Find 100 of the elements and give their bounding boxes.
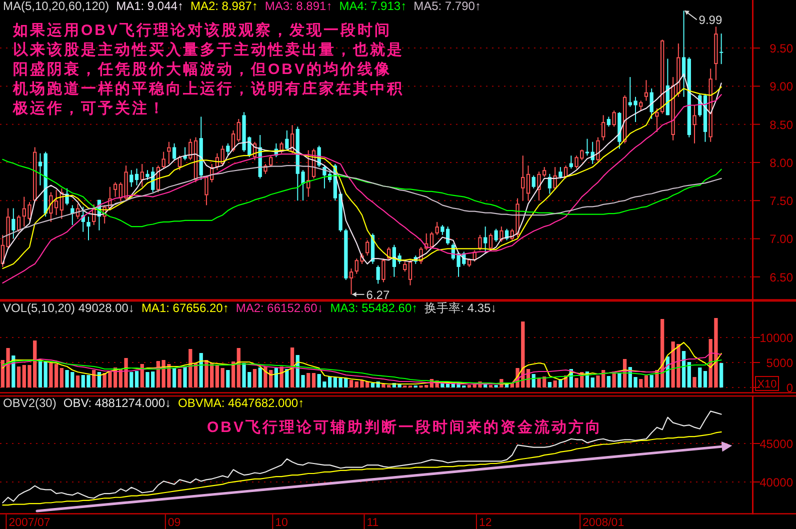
candlestick [226,142,230,156]
bar [618,373,622,388]
bar [698,368,702,388]
annotation: 以来该股是主动性买入量多于主动性卖出量，也就是 [13,40,404,58]
candlestick [596,136,600,162]
x-tick-label: 2008/01 [582,517,624,529]
line-series [2,158,722,228]
bar [134,371,139,388]
legend: OBV2(30) OBV: 4881274.000↓ OBVMA: 4647682.000↑ [3,396,304,410]
candlestick [349,268,354,295]
line-series [2,342,722,385]
y-tick-label: 9.50 [770,42,794,56]
y-tick-label: 8.50 [770,118,794,132]
bar [606,376,611,388]
bar [703,371,708,388]
bar [349,380,354,388]
annotation: 6.27 [366,288,390,302]
candlestick [526,165,530,202]
candlestick [236,118,240,142]
annotation: 阳盛阴衰，任凭股价大幅波动，但OBV的均价线像 [13,60,392,78]
bar [16,366,21,388]
bar [687,362,691,388]
bar [312,373,316,388]
bar [274,368,278,388]
bar [199,353,203,388]
y-tick-label: 6.50 [770,270,794,284]
bar [650,375,654,388]
bar [370,383,375,388]
bar [285,369,289,388]
candlestick [113,182,118,198]
bar [38,361,42,388]
bar [178,369,182,388]
annotations: OBV飞行理论可辅助判断一段时间来的资金流动方向 [207,419,603,436]
candlestick [12,208,16,240]
candlestick [602,114,606,141]
candlestick [38,152,42,186]
candlestick [660,39,664,114]
x-tick-label: 11 [366,517,379,529]
annotation: 机场跑道一样的平稳向上运行，说明有庄家在其中积 [12,80,404,98]
bar [692,377,696,388]
candlestick [172,142,176,161]
x-tick-label: 09 [168,517,181,529]
candlestick [366,240,370,256]
bar [548,382,552,388]
bar [639,379,643,388]
x-tick-label: 10 [275,517,288,529]
x-tick-label: 2007/07 [8,517,50,529]
legend: MA(5,10,20,60,120) MA1: 9.044↑ MA2: 8.987↑ MA3: 8.891↑ MA4: 7.913↑ MA5: 7.790↑ [3,0,481,13]
y-tick-label: 10000 [760,331,794,345]
y-tick-label: 45000 [760,436,794,451]
bar [44,362,48,388]
annotation: 如果运用OBV飞行理论对该股观察，发现一段时间 [12,21,392,39]
bar [92,370,96,388]
candlestick [692,104,696,144]
candlestick [532,174,536,189]
y-tick-label: 5000 [766,356,794,370]
bar [231,362,236,388]
annotation: 9.99 [698,13,722,28]
candlestick [569,155,573,170]
candlestick [167,141,171,164]
candlestick [231,130,236,152]
y-tick-label: 8.00 [770,156,794,170]
candlestick [644,80,648,102]
candlestick [612,110,616,128]
candlestick [714,26,718,81]
bar [236,348,240,388]
y-tick-label: 9.00 [770,80,794,94]
x-tick-label: 12 [478,517,492,529]
y-tick-label: 40000 [760,475,794,490]
legend: VOL(5,10,20) 49028.00↓ MA1: 67656.20↑ MA2: 66152.60↓ MA3: 55482.60↑ 换手率: 4.35↓ [3,301,497,315]
bar [194,363,198,388]
bar [553,380,557,388]
bar [290,348,294,388]
bar [183,366,187,388]
line-series [2,359,722,384]
bar [258,368,262,388]
candlestick [86,216,90,241]
candlestick [376,264,380,284]
candlestick [585,138,590,156]
bar [130,372,134,388]
candlestick [521,155,525,202]
annotation: 极运作，可予关注！ [12,99,166,117]
candlestick [285,130,289,151]
bar [188,349,192,388]
bar [306,373,310,388]
y-tick-label: 7.50 [770,194,794,208]
bar [590,378,594,388]
candlestick [134,168,139,186]
candlestick [494,228,498,242]
line-series [2,164,722,238]
bar [644,376,648,388]
bar [719,363,724,388]
candlestick [606,116,611,128]
y-tick-label: 7.00 [770,232,794,246]
bar [76,376,80,388]
candlestick [719,33,724,65]
bar [60,368,64,388]
candlestick [130,170,134,188]
candlestick [435,221,439,236]
bar [612,373,616,388]
